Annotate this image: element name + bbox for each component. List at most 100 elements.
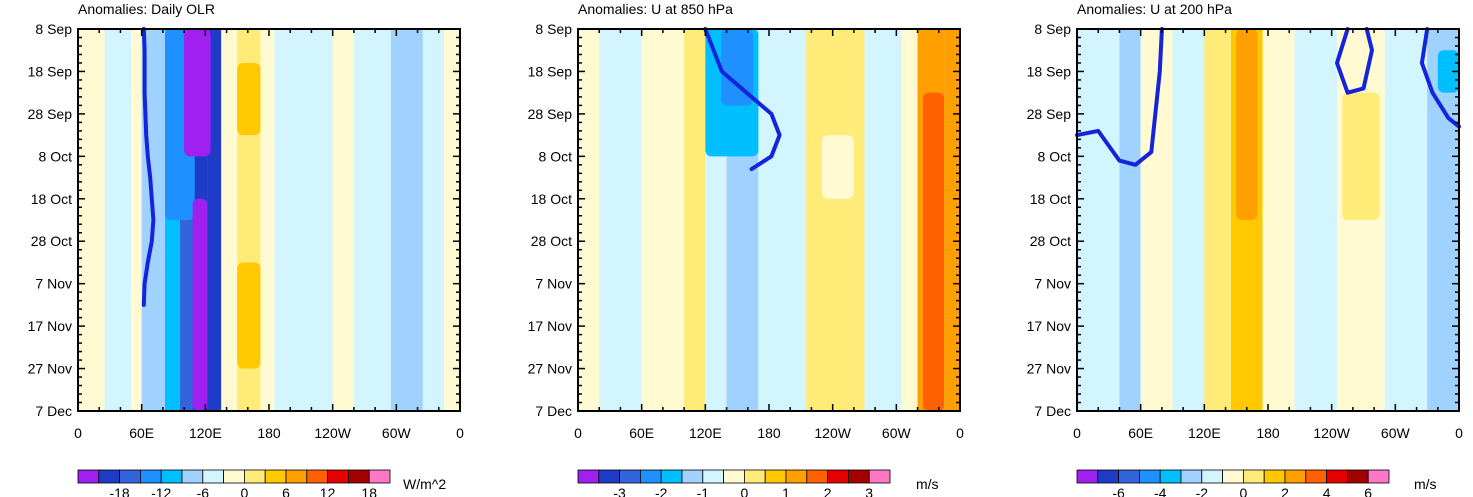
contour-line-2	[1419, 27, 1461, 129]
y-tick-label: 18 Oct	[1030, 191, 1071, 207]
colorbar-units: m/s	[1414, 476, 1437, 492]
field-patch-3	[237, 62, 261, 136]
colorbar-segment	[660, 469, 683, 484]
x-tick-label: 0	[956, 425, 964, 441]
colorbar-segment	[806, 469, 828, 484]
x-tick-label: 120W	[814, 425, 851, 441]
x-tick-label: 60W	[382, 425, 412, 441]
panel-title: Anomalies: Daily OLR	[78, 1, 215, 17]
colorbar-segment	[1326, 469, 1348, 484]
x-tick-label: 120W	[1313, 425, 1350, 441]
colorbar-label: 4	[1323, 485, 1331, 497]
y-tick-label: 7 Nov	[35, 276, 72, 292]
y-tick-label: 7 Nov	[535, 276, 572, 292]
y-tick-label: 8 Oct	[539, 148, 573, 164]
colorbar-segment	[1139, 469, 1161, 484]
colorbar-segment	[77, 469, 100, 484]
field-band-7	[207, 29, 222, 411]
colorbar-segment	[785, 469, 808, 484]
colorbar-label: 6	[1364, 485, 1372, 497]
field-band-8	[864, 29, 902, 411]
x-tick-label: 120E	[189, 425, 222, 441]
colorbar-label: -4	[1154, 485, 1167, 497]
x-tick-label: 180	[1256, 425, 1280, 441]
colorbar-segment	[640, 469, 662, 484]
colorbar-segment	[868, 469, 891, 484]
field-band-11	[944, 29, 960, 411]
field-band-9	[901, 29, 918, 411]
field-patch-1	[721, 29, 754, 106]
y-tick-label: 7 Nov	[1034, 276, 1071, 292]
x-tick-label: 0	[1073, 425, 1081, 441]
field-band-0	[578, 29, 600, 411]
field-band-10	[260, 29, 275, 411]
colorbar-label: 12	[320, 485, 336, 497]
y-tick-label: 27 Nov	[1027, 361, 1071, 377]
field-band-16	[444, 29, 460, 411]
y-tick-label: 8 Sep	[535, 21, 572, 37]
colorbar-segment	[119, 469, 141, 484]
contour-line-0	[1075, 27, 1164, 167]
field-band-13	[353, 29, 392, 411]
y-tick-label: 7 Dec	[35, 403, 72, 419]
field-patch-1	[1342, 92, 1380, 220]
colorbar-label: -18	[109, 485, 129, 497]
colorbar-label: 1	[782, 485, 790, 497]
y-tick-label: 28 Oct	[1030, 233, 1071, 249]
field-patch-2	[192, 198, 208, 411]
y-tick-label: 28 Oct	[531, 233, 572, 249]
y-tick-label: 28 Sep	[528, 106, 573, 122]
field-band-0	[78, 29, 105, 411]
field-band-7	[1294, 29, 1337, 411]
field-patch-2	[1437, 50, 1459, 93]
colorbar-label: -3	[613, 485, 626, 497]
colorbar-label: 2	[824, 485, 832, 497]
x-tick-label: 120E	[689, 425, 722, 441]
panel-olr: 8 Sep 18 Sep 28 Sep 8 Oct 18 Oct 28 Oct 7 Nov 1…	[28, 1, 464, 497]
colorbar-segment	[764, 469, 787, 484]
colorbar-segment	[1243, 469, 1265, 484]
colorbar-label: 0	[1240, 485, 1248, 497]
contour-line-0	[703, 27, 782, 172]
colorbar-segment	[285, 469, 308, 484]
field-band-9	[1384, 29, 1428, 411]
colorbar-segment	[1367, 469, 1390, 484]
colorbar-label: 0	[241, 485, 249, 497]
colorbar-label: 6	[282, 485, 290, 497]
x-tick-label: 180	[257, 425, 281, 441]
colorbar-segment	[702, 469, 724, 484]
y-tick-label: 18 Oct	[531, 191, 572, 207]
colorbar-segment	[598, 469, 620, 484]
y-tick-label: 17 Nov	[528, 318, 572, 334]
colorbar-label: 18	[361, 485, 377, 497]
y-tick-label: 8 Oct	[39, 148, 73, 164]
colorbar-label: -12	[151, 485, 171, 497]
colorbar-segment	[1159, 469, 1182, 484]
x-tick-label: 180	[757, 425, 781, 441]
y-tick-label: 28 Oct	[31, 233, 72, 249]
colorbar-segment	[619, 469, 641, 484]
field-patch-3	[822, 135, 854, 199]
field-band-12	[332, 29, 354, 411]
x-tick-label: 60E	[1128, 425, 1153, 441]
panel-title: Anomalies: U at 850 hPa	[578, 1, 733, 17]
y-tick-label: 17 Nov	[28, 318, 72, 334]
field-band-15	[422, 29, 445, 411]
colorbar-segment	[1222, 469, 1244, 484]
colorbar-label: -2	[655, 485, 668, 497]
field-band-7	[806, 29, 865, 411]
x-tick-label: 0	[456, 425, 464, 441]
y-tick-label: 17 Nov	[1027, 318, 1071, 334]
y-tick-label: 7 Dec	[1034, 403, 1071, 419]
y-tick-label: 27 Nov	[28, 361, 72, 377]
colorbar-segment	[723, 469, 745, 484]
field-band-1	[1119, 29, 1141, 411]
colorbar-segment	[1118, 469, 1140, 484]
colorbar-label: -1	[697, 485, 710, 497]
panel-u850: 8 Sep 18 Sep 28 Sep 8 Oct 18 Oct 28 Oct 7 Nov 1…	[528, 1, 964, 497]
colorbar-segment	[98, 469, 121, 484]
colorbar-label: 2	[1281, 485, 1289, 497]
field-band-14	[391, 29, 423, 411]
colorbar-label: -6	[1112, 485, 1125, 497]
